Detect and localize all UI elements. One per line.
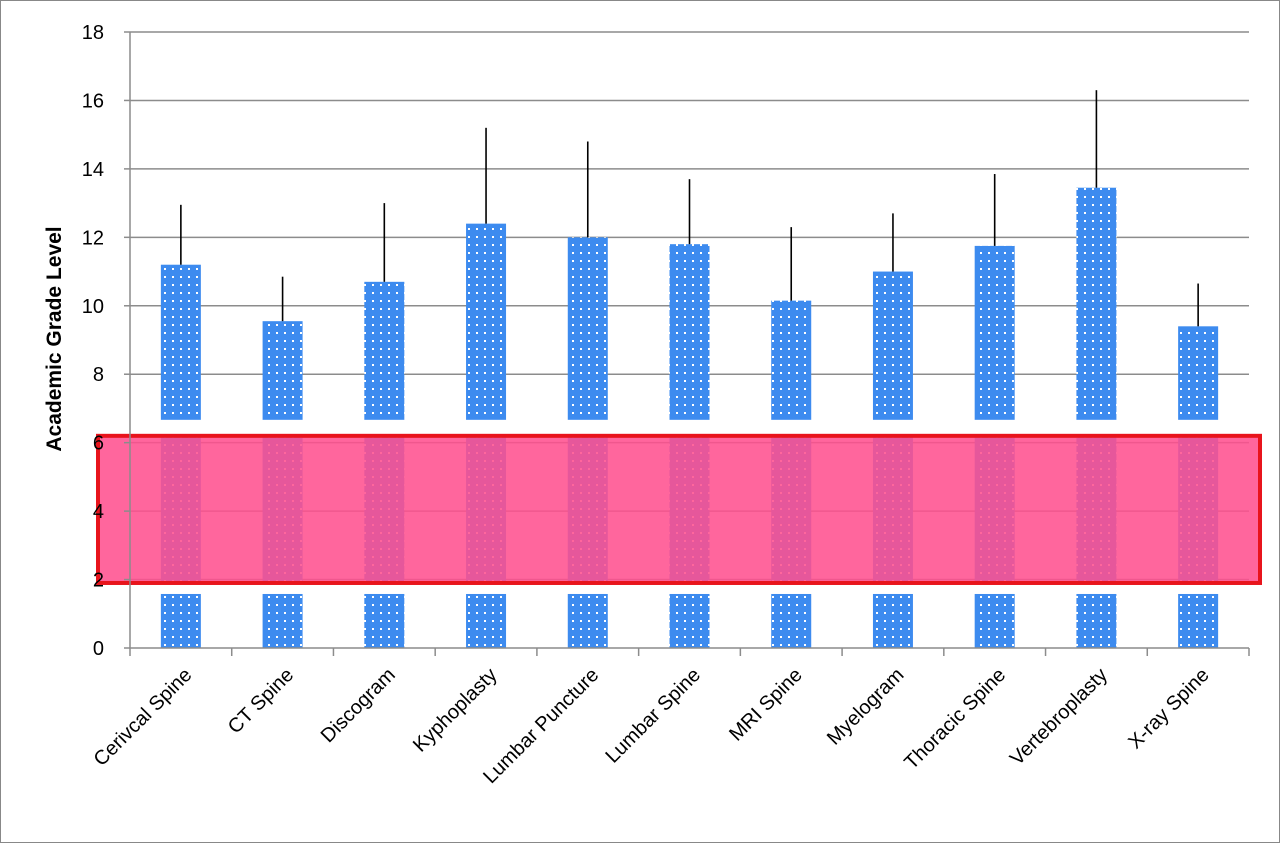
x-category-label: X-ray Spine (1124, 664, 1213, 753)
x-category-label: Myelogram (823, 664, 909, 750)
x-category-label: MRI Spine (725, 664, 807, 746)
x-category-label: Discogram (317, 664, 400, 747)
y-axis-title: Academic Grade Level (43, 226, 66, 451)
y-tick-label: 6 (93, 433, 104, 455)
x-category-label: CT Spine (224, 664, 298, 738)
y-tick-label: 8 (93, 364, 104, 386)
axes (124, 31, 1250, 656)
y-tick-labels: 0 2 4 6 8 10 12 14 16 18 (82, 22, 104, 660)
highlight-band-layer (96, 419, 1262, 594)
x-category-label: Vertebroplasty (1006, 664, 1112, 770)
x-category-labels: Cerivcal Spine CT Spine Discogram Kyphoplas… (90, 664, 1214, 788)
y-tick-label: 14 (82, 159, 104, 181)
y-tick-label: 12 (82, 227, 104, 249)
highlight-band (96, 433, 1262, 585)
error-bars (180, 90, 1199, 327)
y-tick-label: 16 (82, 90, 104, 112)
y-tick-label: 18 (82, 22, 104, 44)
band-gap-bottom (96, 582, 1262, 594)
y-tick-label: 10 (82, 296, 104, 318)
x-category-label: Lumbar Spine (601, 664, 705, 768)
y-tick-label: 4 (93, 501, 104, 523)
y-tick-label: 0 (93, 638, 104, 660)
x-category-label: Cerivcal Spine (90, 664, 197, 771)
x-category-label: Thoracic Spine (900, 664, 1010, 774)
y-tick-label: 2 (93, 570, 104, 592)
band-gap-top (96, 419, 1262, 436)
x-category-label: Kyphoplasty (409, 664, 502, 757)
